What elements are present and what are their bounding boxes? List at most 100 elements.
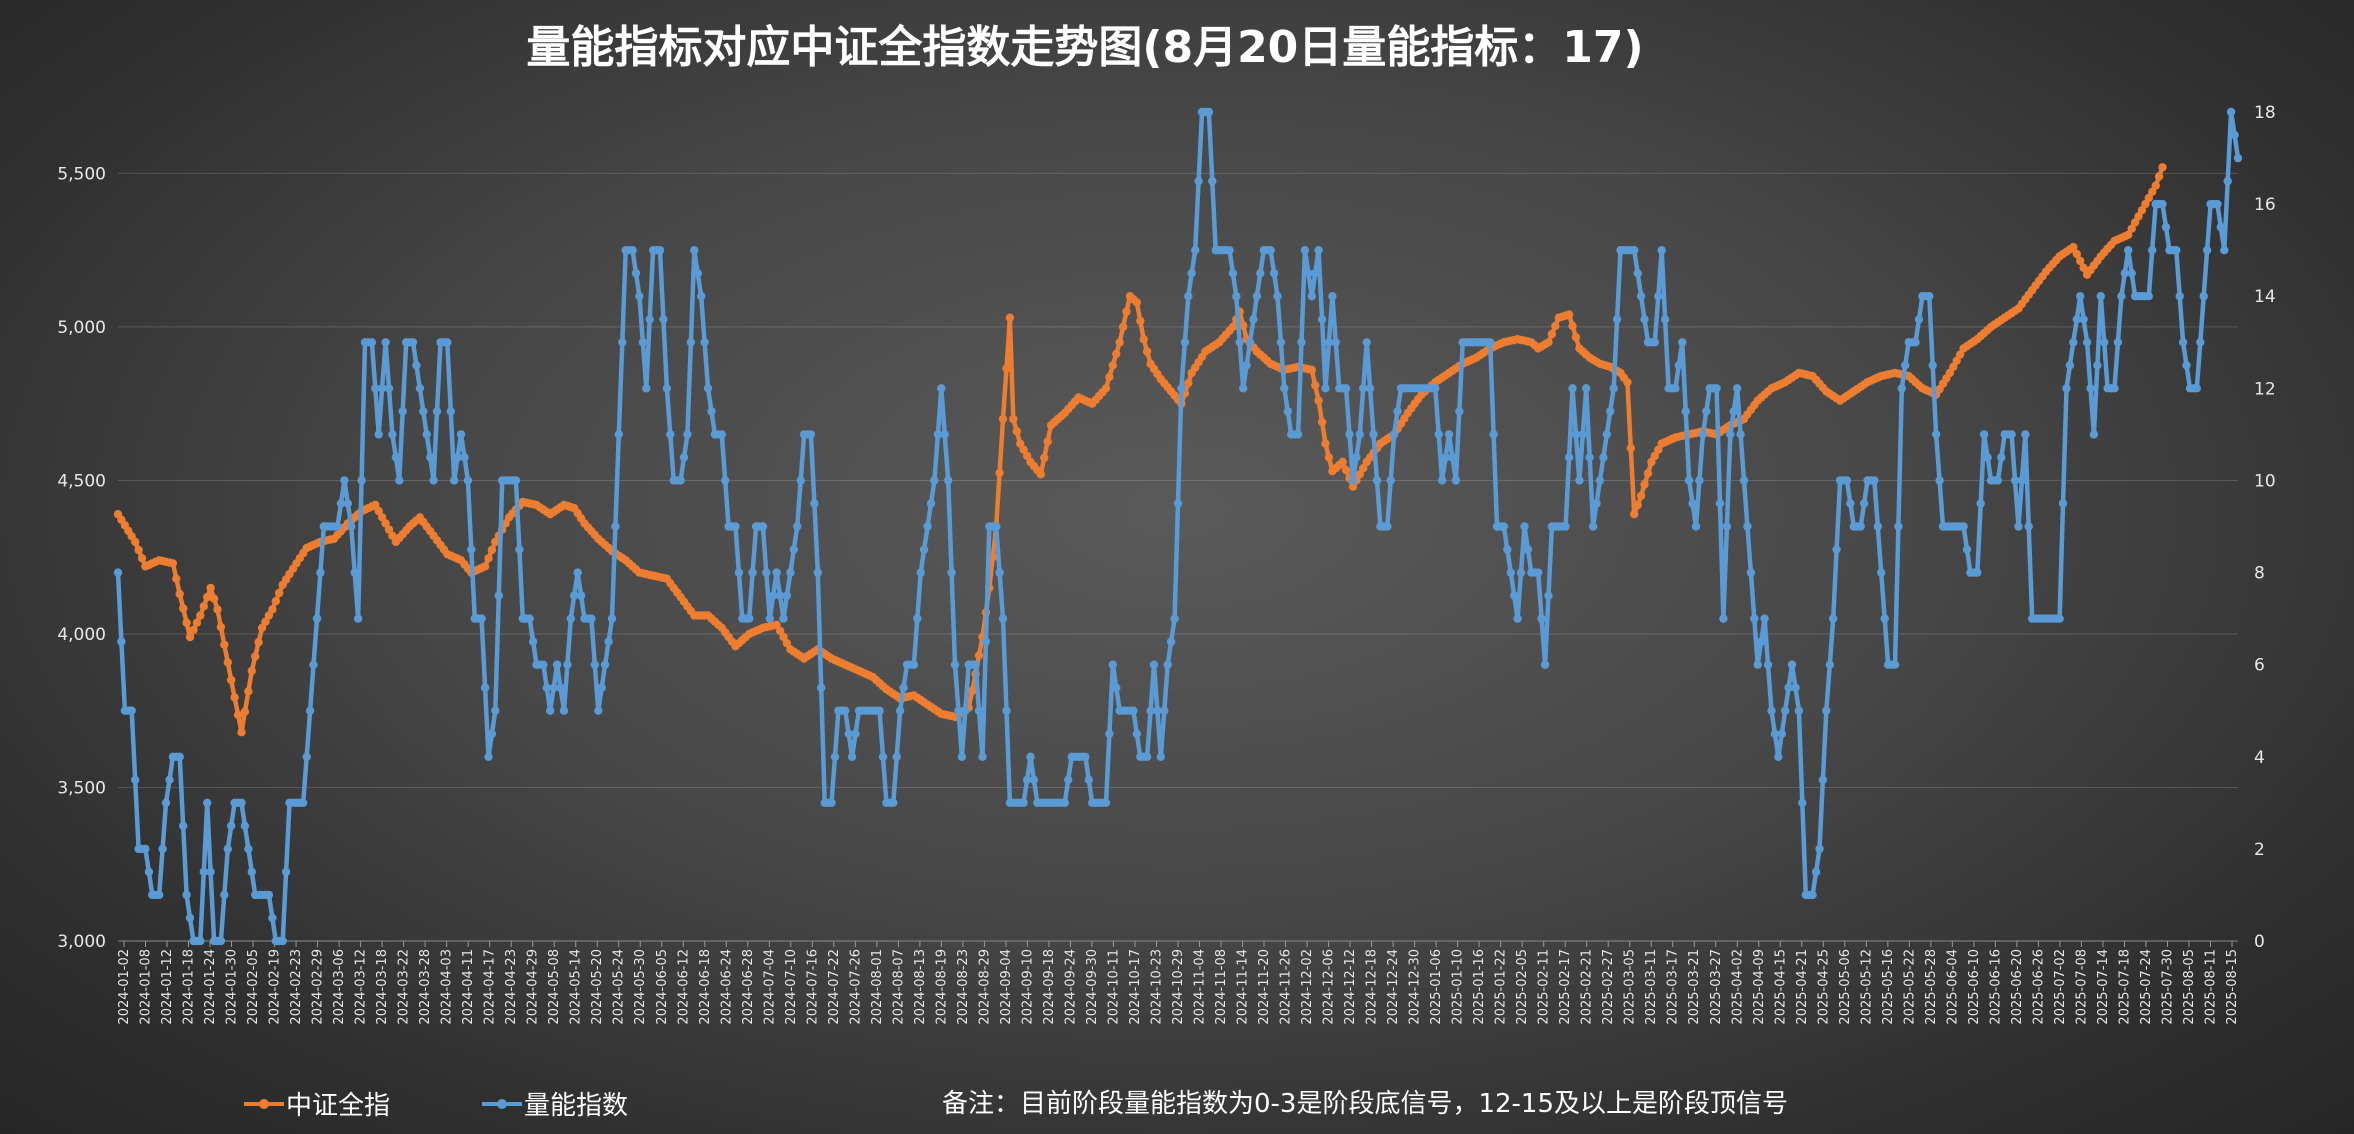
volume-index-point xyxy=(992,522,1001,531)
volume-index-point xyxy=(1019,798,1028,807)
volume-index-point xyxy=(1763,660,1773,669)
volume-index-point xyxy=(1925,292,1934,301)
volume-index-point xyxy=(1170,614,1179,623)
volume-index-point xyxy=(539,660,548,669)
volume-index-point xyxy=(2161,222,2171,232)
volume-index-point xyxy=(1880,614,1889,623)
x-tick-label: 2025-03-05 xyxy=(1623,949,1638,1025)
volume-index-point xyxy=(1678,338,1687,347)
x-tick-label: 2024-01-08 xyxy=(139,949,154,1025)
csi-all-point xyxy=(1122,307,1131,316)
volume-index-point xyxy=(1544,591,1553,600)
volume-index-point xyxy=(196,936,205,946)
volume-index-point xyxy=(446,407,455,416)
volume-index-point xyxy=(570,591,579,600)
csi-all-point xyxy=(1640,480,1649,489)
csi-all-point xyxy=(1307,365,1317,375)
csi-all-point xyxy=(1311,381,1320,390)
volume-index-point xyxy=(1513,614,1522,623)
volume-index-point xyxy=(1578,430,1588,439)
x-tick-label: 2024-06-28 xyxy=(741,949,756,1025)
volume-index-point xyxy=(2058,499,2068,508)
volume-index-point xyxy=(1108,660,1118,669)
volume-index-point xyxy=(2017,476,2027,485)
csi-all-point xyxy=(2137,206,2147,215)
volume-index-point xyxy=(775,591,785,600)
right-tick-label: 4 xyxy=(2254,748,2265,768)
volume-index-point xyxy=(909,660,919,669)
csi-all-point xyxy=(192,618,202,627)
volume-index-point xyxy=(1561,522,1570,531)
volume-index-point xyxy=(1602,430,1612,439)
csi-all-point xyxy=(2127,224,2136,233)
volume-index-point xyxy=(278,936,287,946)
csi-all-point xyxy=(244,687,253,696)
volume-index-point xyxy=(127,706,136,715)
volume-index-point xyxy=(1842,476,1852,485)
csi-all-point xyxy=(501,519,510,528)
x-tick-label: 2025-05-16 xyxy=(1881,949,1896,1025)
volume-index-point xyxy=(1341,384,1351,393)
csi-all-point xyxy=(168,559,178,568)
volume-index-point xyxy=(2065,361,2075,370)
x-tick-label: 2024-03-06 xyxy=(332,949,347,1025)
volume-index-point xyxy=(158,844,167,854)
volume-index-point xyxy=(2230,130,2239,140)
csi-all-point xyxy=(254,638,263,647)
volume-index-point xyxy=(549,683,558,692)
volume-index-point xyxy=(165,775,174,784)
volume-index-point xyxy=(1451,476,1461,485)
csi-all-point xyxy=(230,693,239,702)
csi-all-point xyxy=(209,594,219,603)
volume-index-point xyxy=(919,545,929,554)
volume-index-point xyxy=(1177,384,1186,393)
x-tick-label: 2025-05-06 xyxy=(1838,949,1853,1025)
volume-index-point xyxy=(1650,338,1660,347)
volume-index-point xyxy=(841,706,850,715)
volume-index-point xyxy=(2086,384,2095,393)
volume-index-point xyxy=(1657,246,1666,255)
volume-index-point xyxy=(1540,660,1550,669)
volume-index-point xyxy=(2117,292,2126,301)
csi-all-point xyxy=(1239,321,1248,330)
volume-index-point xyxy=(1654,292,1663,301)
volume-index-point xyxy=(721,476,730,485)
volume-index-point xyxy=(1781,706,1790,715)
volume-index-point xyxy=(316,568,325,577)
volume-index-point xyxy=(1386,476,1395,485)
csi-all-point xyxy=(995,468,1004,477)
volume-index-point xyxy=(2196,338,2205,347)
volume-index-point xyxy=(1180,338,1190,347)
csi-all-point xyxy=(1314,396,1323,405)
volume-index-point xyxy=(343,499,352,508)
x-tick-label: 2024-10-23 xyxy=(1149,949,1164,1025)
left-tick-label: 5,500 xyxy=(57,164,106,184)
volume-index-point xyxy=(666,430,675,439)
volume-index-point xyxy=(1249,315,1258,324)
volume-index-point xyxy=(1729,407,1738,416)
volume-index-point xyxy=(1273,292,1282,301)
right-tick-label: 8 xyxy=(2254,564,2265,584)
volume-index-point xyxy=(1352,453,1361,462)
volume-index-point xyxy=(556,683,565,692)
x-tick-label: 2025-01-16 xyxy=(1472,949,1487,1025)
volume-index-point xyxy=(1674,361,1684,370)
volume-index-point xyxy=(762,568,771,577)
volume-index-point xyxy=(1832,545,1841,554)
csi-all-point xyxy=(1571,333,1581,342)
volume-index-point xyxy=(1239,384,1248,393)
csi-all-point xyxy=(1636,491,1646,500)
volume-index-point xyxy=(1750,614,1759,623)
volume-index-point xyxy=(2007,430,2016,439)
x-tick-label: 2024-02-05 xyxy=(246,949,261,1025)
volume-index-point xyxy=(432,407,442,416)
volume-index-point xyxy=(683,430,692,439)
x-tick-label: 2024-07-26 xyxy=(848,949,863,1025)
volume-index-point xyxy=(1359,384,1368,393)
volume-index-point xyxy=(1722,522,1732,531)
csi-all-point xyxy=(179,604,188,613)
volume-index-point xyxy=(1156,752,1166,761)
left-axis: 3,000 3,500 4,000 4,500 5,000 5,500 xyxy=(57,164,106,952)
volume-index-point xyxy=(810,499,819,508)
csi-all-point xyxy=(371,500,380,510)
